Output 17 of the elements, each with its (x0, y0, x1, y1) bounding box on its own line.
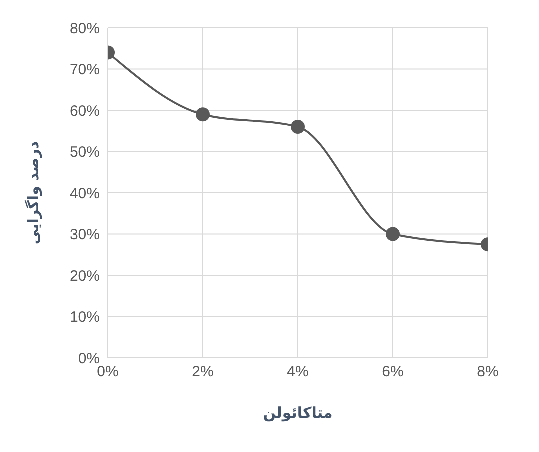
y-axis-title: درصد واگرایی (24, 141, 42, 245)
y-tick-label: 10% (70, 309, 100, 326)
x-tick-label: 2% (192, 364, 214, 381)
x-tick-label: 6% (382, 364, 404, 381)
x-tick-label: 4% (287, 364, 309, 381)
y-tick-label: 80% (70, 20, 100, 38)
y-tick-label: 40% (70, 185, 100, 202)
x-tick-label: 0% (97, 364, 119, 381)
y-tick-label: 60% (70, 102, 100, 120)
x-axis-title: متاکائولن (263, 404, 333, 422)
x-tick-label: 8% (477, 364, 499, 381)
point (291, 120, 305, 134)
y-tick-label: 70% (70, 62, 100, 79)
y-tick-label: 50% (70, 144, 100, 162)
y-tick-label: 0% (78, 350, 100, 368)
y-tick-label: 30% (70, 226, 100, 244)
y-tick-label: 20% (70, 268, 100, 285)
